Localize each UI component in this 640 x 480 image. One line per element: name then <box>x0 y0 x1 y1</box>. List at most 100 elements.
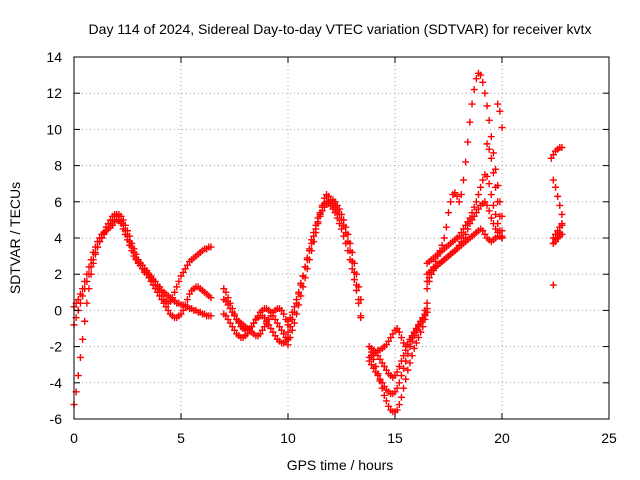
data-point <box>397 393 405 401</box>
data-point <box>494 198 502 206</box>
data-point <box>378 379 386 387</box>
series-arc-20 <box>547 144 566 162</box>
data-point <box>145 274 153 282</box>
data-point <box>485 145 493 153</box>
data-point <box>173 283 181 291</box>
data-point <box>119 221 127 229</box>
data-point <box>338 210 345 218</box>
data-point <box>485 207 493 215</box>
data-point <box>243 330 251 338</box>
data-point <box>558 210 566 218</box>
data-point <box>305 245 313 253</box>
data-point <box>314 214 322 222</box>
data-point <box>318 203 326 211</box>
data-point <box>417 319 425 327</box>
data-point <box>459 176 467 184</box>
series-arc-11 <box>365 299 431 398</box>
data-point <box>466 220 474 228</box>
data-point <box>408 352 416 360</box>
data-point <box>406 359 414 367</box>
data-point <box>158 296 166 304</box>
data-point <box>554 192 562 200</box>
data-point <box>457 229 465 237</box>
data-point <box>160 299 168 307</box>
data-point <box>79 335 87 343</box>
series-arc-3 <box>70 216 215 322</box>
data-point <box>393 368 401 376</box>
data-point <box>271 315 279 323</box>
data-point <box>489 201 497 209</box>
data-point <box>124 232 131 240</box>
data-point <box>466 118 474 126</box>
data-point <box>220 285 228 293</box>
data-point <box>380 391 388 399</box>
data-point <box>136 261 144 269</box>
data-point <box>297 281 305 289</box>
data-point <box>224 301 232 309</box>
data-point <box>387 334 395 342</box>
data-point <box>412 326 420 334</box>
data-point <box>397 334 405 342</box>
data-point <box>423 308 431 316</box>
data-point <box>395 401 403 409</box>
data-point <box>288 315 296 323</box>
data-point <box>168 294 176 302</box>
data-point <box>445 209 452 217</box>
data-point <box>348 248 356 256</box>
series-arc-5 <box>220 296 292 340</box>
y-tick-label: 4 <box>54 230 62 246</box>
data-point <box>451 189 459 197</box>
data-point <box>498 227 506 235</box>
data-point <box>423 277 431 285</box>
data-point <box>316 209 324 217</box>
data-point <box>278 326 286 334</box>
data-point <box>231 312 238 320</box>
data-point <box>558 144 566 151</box>
data-point <box>472 75 480 83</box>
data-point <box>400 384 408 392</box>
data-point <box>455 198 463 206</box>
data-point <box>267 312 275 320</box>
data-point <box>177 310 185 318</box>
data-point <box>554 234 562 242</box>
data-point <box>271 332 279 340</box>
data-point <box>228 323 236 331</box>
data-point <box>350 259 358 267</box>
data-point <box>404 366 412 374</box>
data-point <box>83 270 91 278</box>
data-point <box>393 384 401 392</box>
data-point <box>149 281 157 289</box>
data-point <box>299 272 307 280</box>
data-point <box>87 256 95 264</box>
data-point <box>340 232 348 240</box>
series-arc-24 <box>549 221 566 247</box>
data-point <box>76 290 84 298</box>
data-point <box>106 216 114 224</box>
data-point <box>479 78 487 86</box>
series-arc-1 <box>70 210 215 409</box>
data-point <box>329 205 337 213</box>
data-point <box>186 290 194 298</box>
data-point <box>552 230 559 238</box>
data-point <box>96 234 104 242</box>
data-points <box>70 69 566 416</box>
x-tick-label: 10 <box>280 430 296 446</box>
data-point <box>265 321 273 329</box>
y-tick-label: -6 <box>50 411 63 427</box>
data-point <box>109 221 117 229</box>
data-point <box>293 299 301 307</box>
series-arc-18 <box>483 140 506 235</box>
data-point <box>412 339 420 347</box>
data-point <box>393 325 401 332</box>
data-point <box>128 243 136 251</box>
data-point <box>457 191 465 199</box>
chart-title: Day 114 of 2024, Sidereal Day-to-day VTE… <box>89 21 592 37</box>
data-point <box>275 323 283 331</box>
axis-ticks: 0 5 10 15 20 25 -6 -4 -2 0 2 4 6 8 10 12 14 <box>46 49 617 446</box>
data-point <box>382 366 390 374</box>
data-point <box>222 297 230 305</box>
data-point <box>395 328 403 336</box>
data-point <box>374 372 382 380</box>
data-point <box>549 281 557 289</box>
data-point <box>481 89 489 97</box>
